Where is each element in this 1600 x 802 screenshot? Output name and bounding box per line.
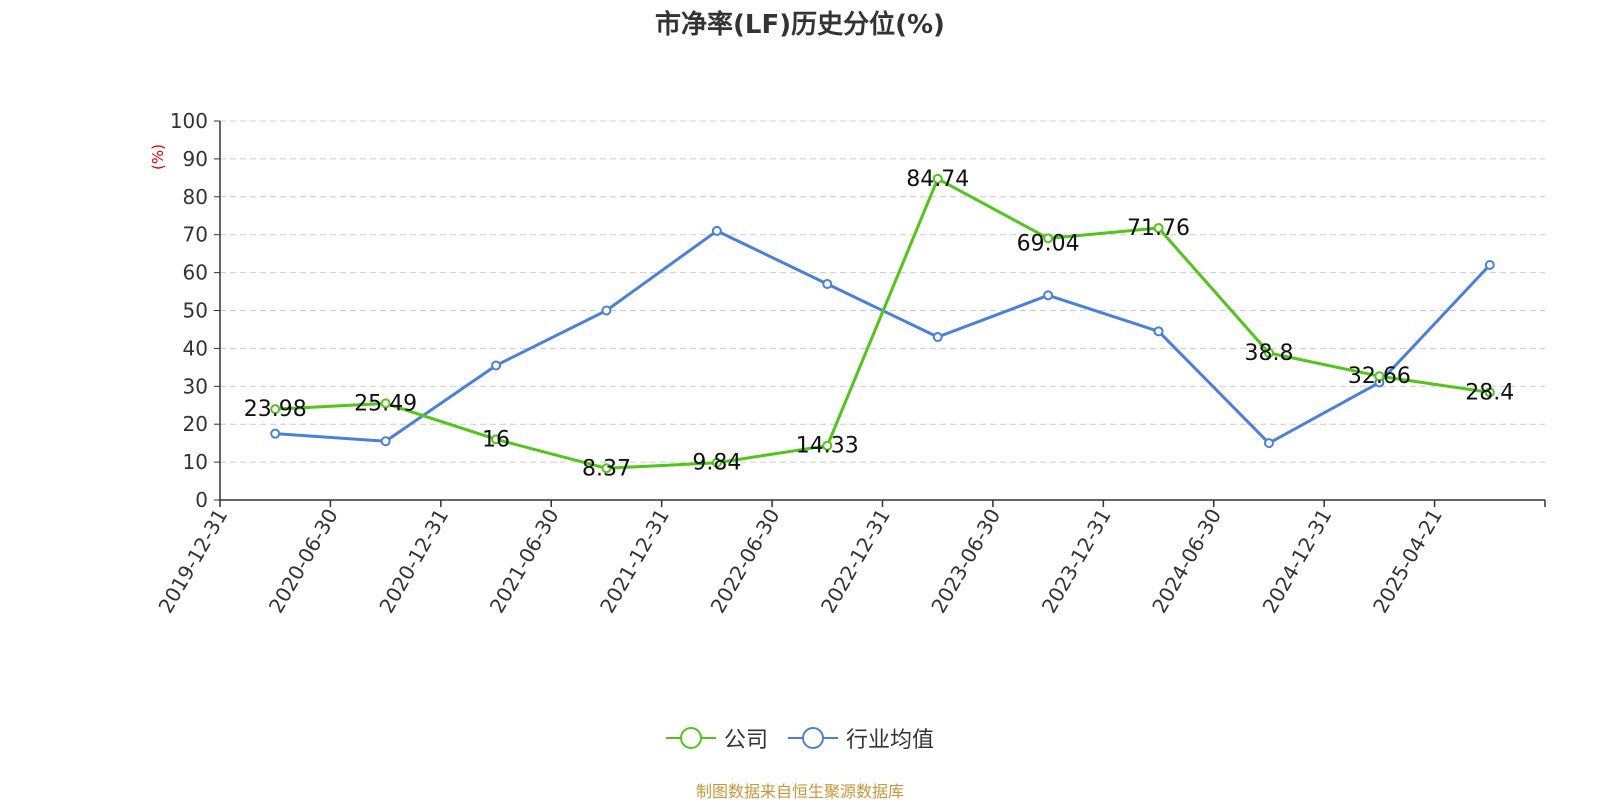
x-tick-label: 2019-12-31 [153, 505, 232, 618]
data-label: 32.66 [1348, 364, 1411, 389]
series-line-company [275, 177, 1491, 470]
data-point-industry-average[interactable] [711, 225, 722, 236]
data-point-industry-average[interactable] [932, 332, 943, 343]
y-tick-label: 50 [183, 299, 208, 323]
y-tick-label: 90 [183, 147, 208, 171]
data-point-industry-average[interactable] [491, 360, 502, 371]
data-label: 8.37 [582, 456, 631, 481]
data-point-company[interactable] [1374, 371, 1385, 382]
legend: 公司 行业均值 [0, 722, 1600, 754]
chart-title: 市净率(LF)历史分位(%) [655, 10, 945, 40]
legend-label-industry-average: 行业均值 [846, 728, 935, 753]
data-point-company[interactable] [1043, 233, 1054, 244]
y-tick-label: 30 [183, 374, 208, 398]
legend-item-company[interactable]: 公司 [665, 722, 768, 754]
data-point-company[interactable] [601, 463, 612, 474]
x-tick-label: 2022-06-30 [706, 505, 785, 618]
data-point-industry-average[interactable] [1043, 290, 1054, 301]
legend-label-company: 公司 [723, 728, 768, 753]
x-tick-label: 2022-12-31 [816, 505, 895, 618]
data-labels: 23.98 25.49 16 8.37 9.84 14.33 84.74 69.04 71.76… [244, 167, 1515, 481]
data-point-company[interactable] [711, 457, 722, 468]
data-label: 16 [482, 427, 510, 452]
series-line-industry-average [275, 229, 1491, 445]
y-tick-label: 100 [170, 109, 208, 133]
data-label: 84.74 [906, 167, 969, 192]
data-label: 71.76 [1127, 216, 1190, 241]
x-tick-label: 2024-06-30 [1147, 505, 1226, 618]
x-tick-label: 2021-06-30 [485, 505, 564, 618]
x-tick-label: 2023-12-31 [1037, 505, 1116, 618]
axes: 0 10 20 30 40 50 60 70 80 90 100(%) 2019-12-31 2020-… [149, 109, 1546, 618]
data-point-company[interactable] [1263, 347, 1274, 358]
data-point-company[interactable] [1153, 223, 1164, 234]
y-tick-label: 60 [183, 261, 208, 285]
data-point-industry-average[interactable] [1153, 326, 1164, 337]
data-point-industry-average[interactable] [601, 305, 612, 316]
y-tick-label: 80 [183, 185, 208, 209]
legend-marker-company [665, 727, 716, 749]
x-tick-label: 2024-12-31 [1258, 505, 1337, 618]
series [270, 173, 1495, 474]
data-point-company[interactable] [1484, 387, 1495, 398]
x-tick-label: 2025-04-21 [1368, 505, 1447, 618]
x-tick-label: 2020-06-30 [264, 505, 343, 618]
y-axis-label: (%) [149, 144, 167, 170]
x-tick-label: 2020-12-31 [374, 505, 453, 618]
source-note: 制图数据来自恒生聚源数据库 [695, 782, 904, 801]
data-point-industry-average[interactable] [1484, 260, 1495, 271]
gridlines [220, 120, 1545, 463]
data-point-company[interactable] [380, 398, 391, 409]
y-tick-label: 40 [183, 336, 208, 360]
y-tick-label: 70 [183, 223, 208, 247]
data-point-industry-average[interactable] [1263, 438, 1274, 449]
data-point-industry-average[interactable] [380, 436, 391, 447]
data-point-company[interactable] [822, 440, 833, 451]
data-point-company[interactable] [491, 434, 502, 445]
data-point-company[interactable] [270, 404, 281, 415]
y-tick-label: 20 [183, 412, 208, 436]
legend-marker-industry-average [788, 727, 838, 749]
data-point-company[interactable] [932, 173, 943, 184]
x-tick-label: 2023-06-30 [926, 505, 1005, 618]
legend-item-industry-average[interactable]: 行业均值 [788, 722, 934, 754]
data-point-industry-average[interactable] [270, 428, 281, 439]
data-label: 28.4 [1465, 380, 1514, 405]
data-label: 38.8 [1244, 341, 1293, 366]
data-label: 25.49 [354, 391, 417, 416]
y-tick-label: 10 [183, 450, 208, 474]
x-tick-label: 2021-12-31 [595, 505, 674, 618]
data-label: 69.04 [1017, 231, 1080, 256]
data-label: 9.84 [692, 451, 741, 476]
data-label: 14.33 [796, 434, 859, 459]
y-tick-label: 0 [195, 488, 208, 512]
data-point-industry-average[interactable] [822, 278, 833, 289]
data-label: 23.98 [244, 397, 307, 422]
